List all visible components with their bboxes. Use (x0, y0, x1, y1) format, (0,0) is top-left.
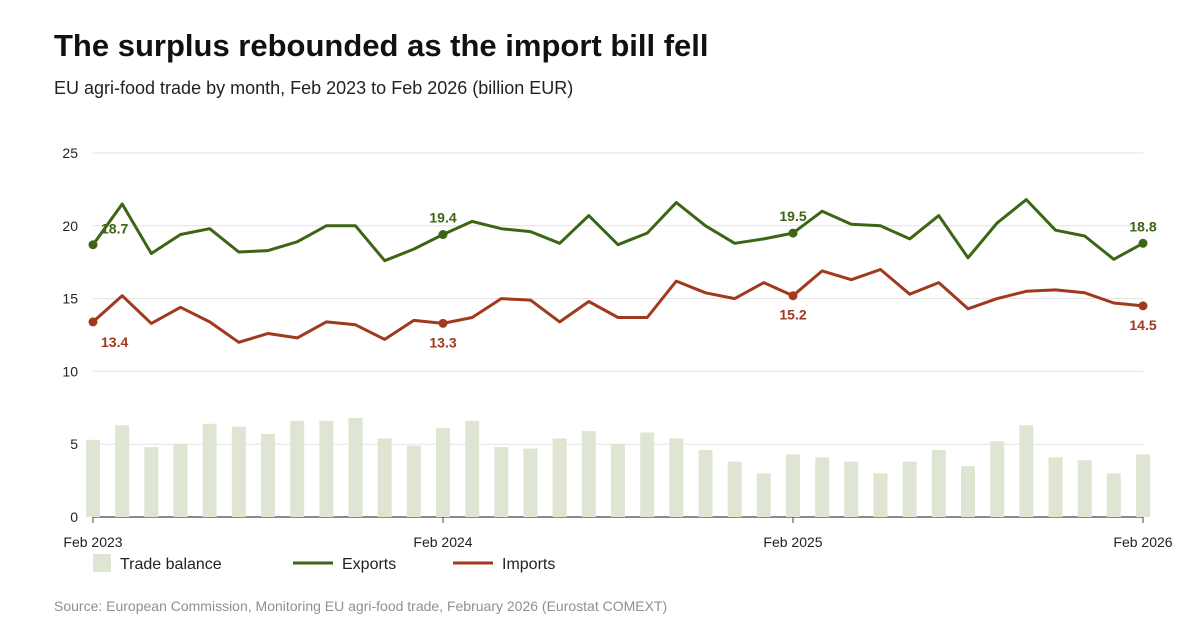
legend-layer: Trade balance Exports Imports (93, 554, 555, 573)
x-tick-label: Feb 2026 (1113, 534, 1172, 550)
trade-balance-bar (611, 444, 625, 517)
trade-balance-bar (202, 423, 217, 517)
trade-balance-bar (1136, 454, 1150, 517)
trade-balance-bar (261, 434, 275, 517)
y-tick-label: 5 (70, 436, 78, 452)
exports-marker (788, 228, 798, 238)
y-tick-label: 15 (62, 291, 78, 307)
trade-balance-bar (173, 444, 188, 517)
exports-marker (1138, 238, 1148, 248)
line-layer (88, 198, 1148, 344)
trade-balance-bar (931, 450, 946, 517)
axis-layer: 0 5 10 15 20 25 Feb 2023 Feb 2024 Feb 2025 Feb 20… (62, 145, 1172, 550)
y-tick-label: 25 (62, 145, 78, 161)
legend-label: Trade balance (120, 556, 222, 573)
data-label: 13.3 (429, 334, 456, 350)
trade-balance-bar (815, 457, 830, 517)
x-tick-label: Feb 2023 (63, 534, 122, 550)
y-tick-label: 20 (62, 218, 78, 234)
trade-balance-bar (86, 439, 100, 517)
exports-line (91, 198, 1144, 263)
trade-balance-bar (1106, 473, 1121, 517)
trade-balance-bar (1077, 460, 1092, 517)
y-tick-label: 0 (70, 509, 78, 525)
y-tick-label: 10 (62, 363, 78, 379)
trade-balance-bar (465, 420, 480, 517)
trade-balance-bar (786, 454, 800, 517)
trade-balance-bar (669, 438, 684, 517)
x-tick-label: Feb 2024 (413, 534, 472, 550)
trade-balance-bar (581, 431, 596, 517)
trade-balance-bar (115, 425, 130, 517)
legend-label: Exports (342, 556, 396, 573)
label-layer: 18.7 19.4 19.5 18.8 13.4 13.3 15.2 14.5 (101, 208, 1157, 350)
imports-line (91, 268, 1144, 344)
trade-balance-bar (1019, 425, 1034, 517)
trade-balance-bar (844, 461, 859, 517)
trade-balance-bar (523, 448, 538, 517)
trade-balance-bar (727, 461, 742, 517)
data-label: 14.5 (1129, 317, 1156, 333)
trade-balance-bar (1048, 457, 1063, 517)
legend-label: Imports (502, 556, 555, 573)
trade-balance-bar (756, 473, 771, 517)
trade-balance-bar (436, 428, 450, 517)
data-label: 19.5 (779, 208, 806, 224)
chart-subtitle: EU agri-food trade by month, Feb 2023 to… (54, 78, 574, 98)
bar-layer (86, 417, 1150, 517)
trade-balance-bar (494, 447, 509, 517)
trade-balance-bar (319, 420, 334, 517)
data-label: 19.4 (429, 210, 456, 226)
trade-balance-bar (552, 438, 567, 517)
data-label: 13.4 (101, 334, 128, 350)
legend-swatch-bar (93, 554, 111, 572)
data-label: 15.2 (779, 307, 806, 323)
trade-balance-bar (698, 450, 713, 517)
imports-marker (88, 317, 98, 327)
trade-balance-bar (406, 445, 421, 517)
trade-balance-bar (902, 461, 917, 517)
imports-marker (1138, 301, 1148, 311)
trade-balance-bar (348, 417, 363, 517)
trade-balance-bar (231, 426, 246, 517)
imports-marker (788, 291, 798, 301)
trade-balance-bar (961, 466, 975, 517)
trade-balance-bar (377, 438, 392, 517)
x-tick-label: Feb 2025 (763, 534, 822, 550)
source-note: Source: European Commission, Monitoring … (54, 598, 668, 614)
trade-balance-bar (144, 447, 159, 517)
data-label: 18.8 (1129, 218, 1156, 234)
trade-balance-bar (640, 432, 655, 517)
exports-marker (438, 230, 448, 240)
trade-balance-bar (873, 473, 888, 517)
trade-balance-bar (290, 420, 305, 517)
chart-title: The surplus rebounded as the import bill… (54, 28, 709, 63)
exports-marker (88, 240, 98, 250)
imports-marker (438, 318, 448, 328)
trade-balance-bar (990, 441, 1005, 517)
data-label: 18.7 (101, 221, 128, 237)
